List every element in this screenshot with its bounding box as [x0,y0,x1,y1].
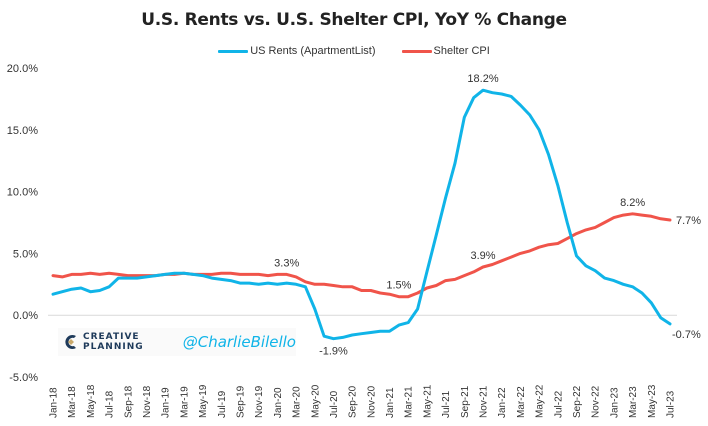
x-tick-label: May-20 [310,384,321,418]
legend-swatch-shelter-cpi [401,49,432,53]
x-tick-label: May-19 [198,384,209,418]
x-tick-label: Nov-20 [366,385,377,418]
x-tick-label: Nov-19 [254,385,265,418]
x-tick-label: May-21 [422,384,433,418]
y-tick-label: -5.0% [9,372,38,384]
watermark-brand: CREATIVE PLANNING [83,332,144,352]
x-tick-label: Sep-20 [348,385,359,418]
series-line-us-rents [51,88,672,341]
data-label: -0.7% [672,329,701,341]
legend-label-shelter-cpi: Shelter CPI [433,45,490,57]
x-tick-label: Jul-22 [553,390,564,418]
y-tick-label: 15.0% [7,125,38,137]
y-tick-label: 0.0% [13,310,38,322]
legend-swatch-us-rents [218,49,249,53]
x-tick-label: Mar-22 [516,386,527,418]
x-tick-label: Jan-22 [497,387,508,418]
x-tick-label: May-18 [86,384,97,418]
y-tick-label: 20.0% [7,63,38,75]
y-tick-label: 5.0% [13,248,38,260]
x-tick-label: Sep-22 [572,385,583,418]
legend-label-us-rents: US Rents (ApartmentList) [250,45,376,57]
x-tick-label: Mar-23 [628,386,639,418]
x-tick-label: Mar-18 [67,386,78,418]
x-tick-label: Jan-21 [385,387,396,418]
chart-legend: US Rents (ApartmentList) Shelter CPI [0,45,708,57]
x-tick-label: Jul-20 [329,390,340,418]
legend-item-shelter-cpi: Shelter CPI [401,45,490,57]
x-tick-label: Nov-22 [591,385,602,418]
watermark: CREATIVE PLANNING @CharlieBilello [58,328,296,356]
data-label: 1.5% [386,280,411,292]
data-label: 3.9% [470,250,495,262]
y-tick-label: 10.0% [7,187,38,199]
data-label: 3.3% [274,257,299,269]
x-tick-label: Jul-21 [441,390,452,418]
data-label: 7.7% [676,215,701,227]
x-tick-label: Nov-18 [142,385,153,418]
x-tick-label: Jan-19 [161,387,172,418]
legend-item-us-rents: US Rents (ApartmentList) [218,45,376,57]
x-tick-label: Nov-21 [479,385,490,418]
x-tick-label: Jul-19 [217,390,228,418]
y-axis: -5.0% 0.0% 5.0% 10.0% 15.0% 20.0% [7,63,38,384]
x-tick-label: Jan-20 [273,387,284,418]
x-axis: Jan-18 Mar-18 May-18 Jul-18 Sep-18 Nov-18 Jan-… [49,384,677,418]
chart-title: U.S. Rents vs. U.S. Shelter CPI, YoY % C… [141,10,567,30]
x-tick-label: Sep-18 [123,385,134,418]
x-tick-label: May-23 [647,384,658,418]
data-label: 18.2% [467,73,498,85]
x-tick-label: Sep-19 [235,385,246,418]
x-tick-label: May-22 [535,384,546,418]
x-tick-label: Mar-21 [404,386,415,418]
x-tick-label: Jan-23 [609,387,620,418]
data-labels: 18.2% -1.9% -0.7% 3.3% 1.5% 3.9% 8.2% 7.7% [274,73,701,357]
x-tick-label: Mar-20 [292,386,303,418]
x-tick-label: Mar-19 [179,386,190,418]
creative-planning-logo-icon [64,334,78,350]
data-label: 8.2% [620,197,645,209]
x-tick-label: Jul-18 [105,390,116,418]
series-lines [51,88,672,341]
x-tick-label: Sep-21 [460,385,471,418]
x-tick-label: Jan-18 [49,387,60,418]
data-label: -1.9% [319,346,348,358]
x-tick-label: Jul-23 [666,390,677,418]
watermark-handle: @CharlieBilello [182,333,296,351]
